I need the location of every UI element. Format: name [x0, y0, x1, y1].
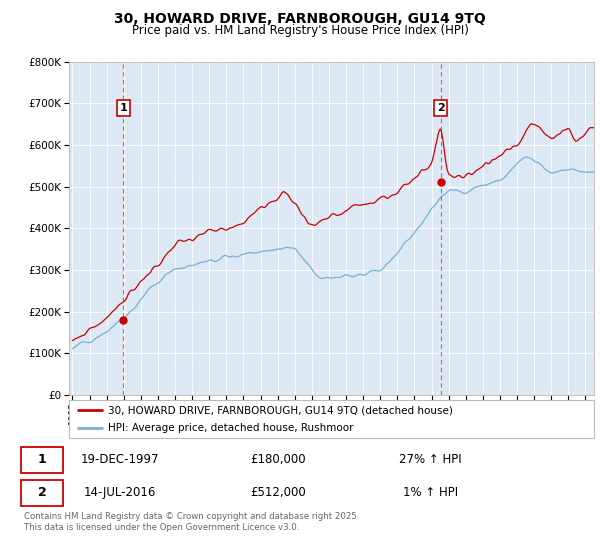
FancyBboxPatch shape [21, 480, 64, 506]
Text: £180,000: £180,000 [250, 453, 305, 466]
Text: £512,000: £512,000 [250, 486, 305, 499]
Text: Contains HM Land Registry data © Crown copyright and database right 2025.
This d: Contains HM Land Registry data © Crown c… [24, 512, 359, 532]
Text: 1: 1 [38, 453, 46, 466]
Text: 19-DEC-1997: 19-DEC-1997 [80, 453, 159, 466]
Text: 30, HOWARD DRIVE, FARNBOROUGH, GU14 9TQ: 30, HOWARD DRIVE, FARNBOROUGH, GU14 9TQ [114, 12, 486, 26]
Text: 14-JUL-2016: 14-JUL-2016 [83, 486, 156, 499]
Text: Price paid vs. HM Land Registry's House Price Index (HPI): Price paid vs. HM Land Registry's House … [131, 24, 469, 37]
Text: 1% ↑ HPI: 1% ↑ HPI [403, 486, 458, 499]
FancyBboxPatch shape [21, 447, 64, 473]
Text: HPI: Average price, detached house, Rushmoor: HPI: Average price, detached house, Rush… [109, 423, 354, 433]
Text: 30, HOWARD DRIVE, FARNBOROUGH, GU14 9TQ (detached house): 30, HOWARD DRIVE, FARNBOROUGH, GU14 9TQ … [109, 405, 453, 415]
Text: 2: 2 [437, 103, 445, 113]
Text: 27% ↑ HPI: 27% ↑ HPI [399, 453, 461, 466]
Text: 2: 2 [38, 486, 46, 499]
Text: 1: 1 [119, 103, 127, 113]
